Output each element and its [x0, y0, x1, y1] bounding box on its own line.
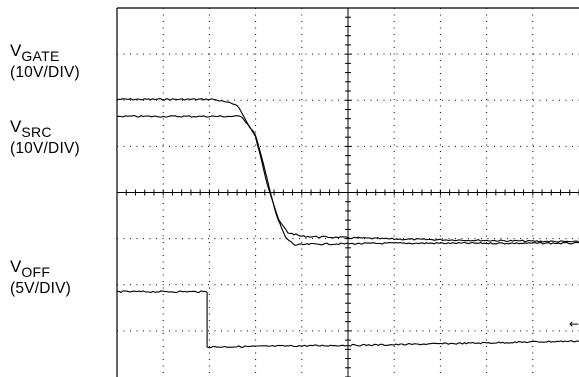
src-label-main: V [10, 117, 22, 136]
traces [116, 98, 579, 349]
src-channel-label: VSRC (10V/DIV) [10, 118, 80, 157]
src-scale: (10V/DIV) [10, 140, 80, 157]
off-label-sub: OFF [21, 264, 51, 280]
off-channel-label: VOFF (5V/DIV) [10, 258, 71, 297]
edge-arrow-marker: ← [569, 317, 579, 331]
off-label-main: V [10, 257, 22, 276]
gate-trace [117, 98, 579, 243]
gate-label-main: V [10, 41, 22, 60]
gate-scale: (10V/DIV) [10, 64, 80, 81]
src-label-sub: SRC [21, 124, 52, 140]
graticule [116, 7, 579, 377]
off-scale: (5V/DIV) [10, 280, 72, 297]
gate-label-sub: GATE [21, 48, 60, 64]
markers: ← [569, 317, 579, 331]
gate-channel-label: VGATE (10V/DIV) [10, 42, 80, 81]
off-trace [116, 290, 579, 349]
src-trace [116, 115, 579, 246]
